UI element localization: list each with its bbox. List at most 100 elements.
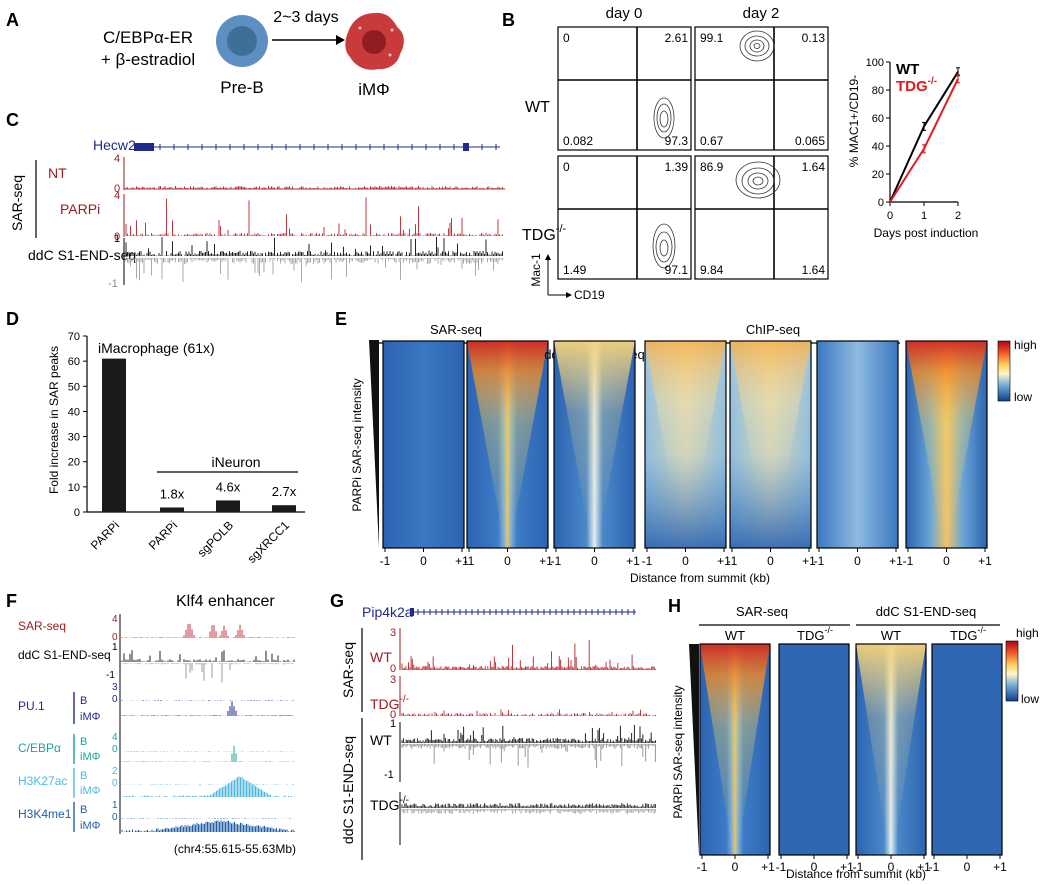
row-b: B bbox=[80, 736, 87, 748]
tick-label: 1 bbox=[112, 800, 118, 811]
panel-g: Pip4k2a SAR-seq WT TDG-/- ddC S1-END-seq… bbox=[340, 604, 656, 860]
granule-dot bbox=[390, 28, 394, 32]
treatment-line2: + β-estradiol bbox=[101, 50, 195, 69]
panel-label-a: A bbox=[6, 10, 19, 30]
category-label-0: PARPi bbox=[88, 518, 122, 552]
line-y-label: % MAC1+/CD19- bbox=[847, 75, 861, 167]
heatmap-5: -1 0 +1 bbox=[814, 340, 903, 568]
tick-label: 4 bbox=[114, 190, 120, 202]
quadrant-lr: 97.3 bbox=[665, 134, 689, 148]
x-tick-label: 0 bbox=[943, 554, 950, 568]
heatmap-1: -1 0 +1 bbox=[464, 340, 553, 568]
facs-wt-day2: 99.1 0.13 0.67 0.065 bbox=[694, 26, 829, 151]
sar-seq-label: SAR-seq bbox=[9, 175, 25, 231]
tick-label: 2 bbox=[112, 766, 118, 777]
exon-block bbox=[463, 143, 469, 151]
tick-label: 0 bbox=[112, 744, 118, 755]
tick-label: 0 bbox=[390, 663, 396, 675]
ddc-minus bbox=[121, 663, 295, 683]
quadrant-ul: 86.9 bbox=[700, 160, 724, 174]
x-tick-label: 0 bbox=[767, 554, 774, 568]
x-tick-label: 0 bbox=[682, 554, 689, 568]
g-wt-label: WT bbox=[370, 649, 392, 665]
pre-b-label: Pre-B bbox=[220, 78, 263, 97]
tick-label: 1 bbox=[390, 718, 396, 730]
heatmap-peak bbox=[856, 644, 926, 855]
pre-b-cell bbox=[216, 15, 268, 67]
panel-a: C/EBPα-ER + β-estradiol Pre-B 2~3 days i… bbox=[101, 9, 404, 99]
h-heatmap-1: -1 0 +1 bbox=[776, 643, 854, 874]
y-ticks: 0 10 20 30 40 50 60 70 bbox=[68, 331, 87, 519]
parpi-label: PARPi bbox=[60, 201, 100, 217]
x-tick-label: +1 bbox=[455, 554, 469, 568]
tick-label: 0 bbox=[112, 812, 118, 823]
y-tick-label: 10 bbox=[68, 482, 80, 494]
row-b: B bbox=[80, 695, 87, 707]
nt-signal bbox=[125, 186, 503, 189]
y-tick-label: 60 bbox=[872, 113, 884, 125]
panel-label-f: F bbox=[6, 591, 17, 611]
x-ticks: 0 1 2 bbox=[887, 202, 961, 222]
x-tick-label: +1 bbox=[978, 554, 992, 568]
exon-block bbox=[134, 143, 154, 151]
h-col-wt: WT bbox=[881, 628, 901, 643]
group-chip-seq: ChIP-seq bbox=[746, 322, 800, 337]
quadrant-ur: 1.39 bbox=[665, 160, 689, 174]
exon-ticks bbox=[417, 609, 635, 615]
heatmap-peak bbox=[554, 341, 635, 548]
h-colorbar bbox=[1005, 640, 1019, 702]
tick-label: 0 bbox=[390, 709, 396, 721]
heatmap-peak bbox=[467, 341, 548, 548]
x-tick-label: 0 bbox=[732, 860, 739, 874]
heatmap-2: -1 0 +1 bbox=[551, 340, 640, 568]
quadrant-ur: 0.13 bbox=[802, 31, 826, 45]
intensity-label: PARPi SAR-seq intensity bbox=[350, 378, 364, 511]
bars: PARPi 1.8x PARPi 4.6x sgPOLB 2.7x sgXRCC1 bbox=[88, 358, 297, 566]
exon-ticks bbox=[159, 144, 497, 150]
heatmap-fill bbox=[932, 644, 1002, 855]
h-legend-low: low bbox=[1021, 692, 1039, 706]
bar-0 bbox=[102, 358, 126, 512]
tick-label: 4 bbox=[112, 732, 118, 743]
row-im: iMΦ bbox=[80, 785, 101, 797]
track-signal bbox=[121, 776, 295, 797]
quadrant-ul: 0 bbox=[563, 31, 570, 45]
x-tick-label: +1 bbox=[802, 554, 816, 568]
x-tick-label: 0 bbox=[887, 210, 893, 222]
track-nt bbox=[125, 186, 503, 189]
panel-f: Klf4 enhancer SAR-seq ddC S1-END-seq PU.… bbox=[18, 593, 296, 856]
bar-title: iMacrophage (61x) bbox=[98, 340, 215, 356]
x-tick-label: +1 bbox=[761, 860, 775, 874]
bar-3 bbox=[272, 505, 296, 512]
y-tick-label: 70 bbox=[68, 331, 80, 343]
heatmap-fill bbox=[383, 341, 464, 548]
x-tick-label: -1 bbox=[814, 554, 825, 568]
y-tick-label: 60 bbox=[68, 356, 80, 368]
tick-label: 3 bbox=[390, 674, 396, 686]
x-tick-label: 0 bbox=[504, 554, 511, 568]
row-im: iMΦ bbox=[80, 820, 101, 832]
quadrant-ll: 0.67 bbox=[700, 134, 724, 148]
panel-h: SAR-seq ddC S1-END-seq WT TDG-/- WT TDG-… bbox=[671, 604, 1039, 881]
h-heatmap-3: -1 0 +1 bbox=[929, 643, 1007, 874]
group-label-ineuron: iNeuron bbox=[211, 454, 260, 470]
facs-tdg-day0: 0 1.39 1.49 97.1 bbox=[557, 155, 692, 280]
legend-tdg-sup: -/- bbox=[928, 76, 937, 87]
macrophage-nucleus bbox=[362, 30, 386, 54]
bar-label-1: 1.8x bbox=[160, 486, 185, 501]
heatmap-fill bbox=[817, 341, 898, 548]
g-ddc-wt-minus bbox=[401, 744, 656, 768]
legend-tdg-text: TDG bbox=[896, 78, 928, 95]
cd19-axis-label: CD19 bbox=[574, 288, 605, 302]
g-ddc-label: ddC S1-END-seq bbox=[340, 736, 356, 844]
h-group-sar: SAR-seq bbox=[736, 604, 788, 619]
heatmap-4: -1 0 +1 bbox=[727, 340, 816, 568]
h-group-ddc: ddC S1-END-seq bbox=[876, 604, 976, 619]
y-tick-label: 20 bbox=[872, 169, 884, 181]
x-tick-label: +1 bbox=[917, 860, 931, 874]
track-signal bbox=[121, 818, 294, 819]
day0-label: day 0 bbox=[606, 5, 643, 22]
g-sar-label: SAR-seq bbox=[340, 642, 356, 698]
g-wt2-label: WT bbox=[370, 732, 392, 748]
panel-c: Hecw2 SAR-seq NT PARPi ddC S1-END-seq 4 … bbox=[9, 137, 505, 290]
